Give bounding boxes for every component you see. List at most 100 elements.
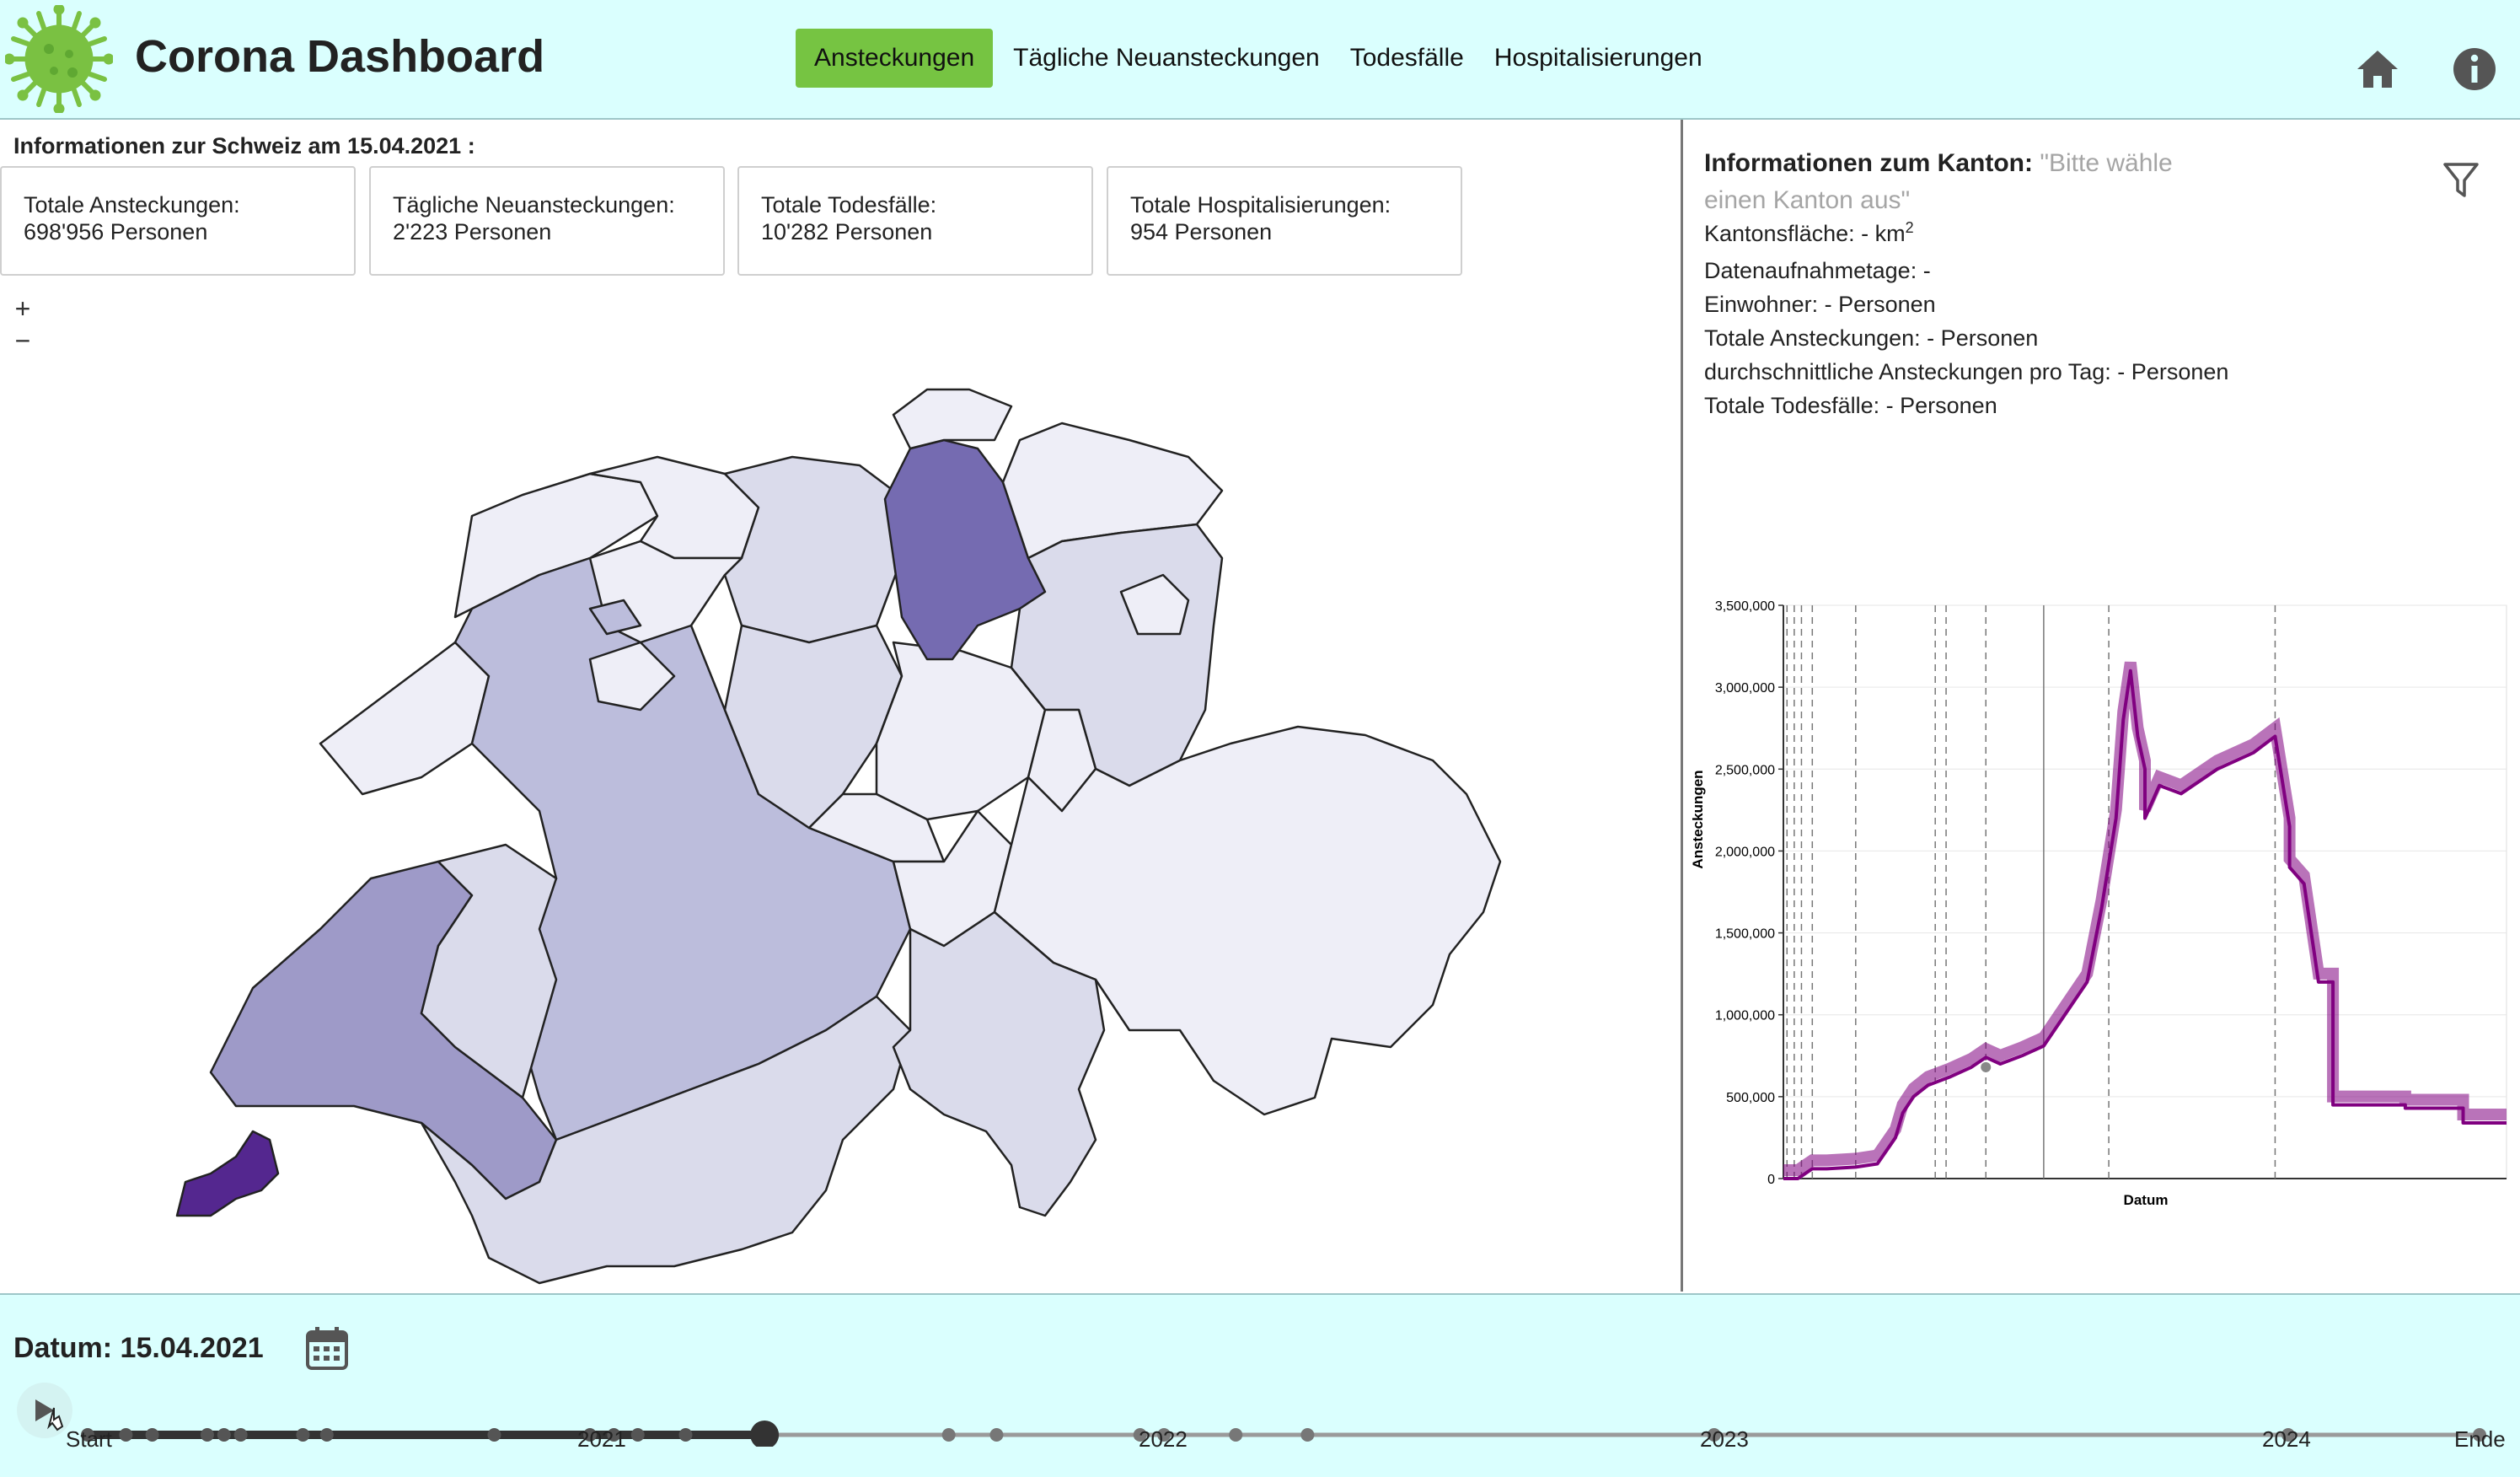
timeline-event-marker[interactable] — [319, 1428, 334, 1442]
card-label: Totale Ansteckungen: — [24, 192, 240, 218]
canton-ticino[interactable] — [892, 910, 1106, 1217]
kanton-select-hint: "Bitte wähle einen Kanton aus" — [1704, 149, 2173, 214]
timeline-event-marker[interactable] — [2473, 1428, 2486, 1442]
app-header: Corona Dashboard Ansteckungen Tägliche N… — [0, 0, 2520, 120]
timeline-event-marker[interactable] — [989, 1428, 1004, 1442]
ansteckungen-line-chart: Ansteckungen Datum 0 500,000 1,000,000 1,50… — [1690, 599, 2507, 1208]
virus-logo-icon — [5, 5, 113, 113]
canton-lucerne[interactable] — [723, 624, 903, 830]
card-taegliche-neuansteckungen: Tägliche Neuansteckungen: 2'223 Personen — [369, 166, 725, 276]
card-totale-ansteckungen: Totale Ansteckungen: 698'956 Personen — [0, 166, 356, 276]
chart-y-tick-label: 3,500,000 — [1715, 599, 1775, 614]
kanton-area-line: Kantonsfläche: - km2 — [1704, 219, 1914, 247]
canton-biel-area[interactable] — [588, 641, 676, 712]
canton-geneva[interactable] — [175, 1130, 280, 1217]
timeline-event-marker[interactable] — [296, 1428, 310, 1442]
app-title: Corona Dashboard — [135, 31, 545, 82]
timeline-event-marker[interactable] — [200, 1428, 214, 1442]
nav-todesfaelle[interactable]: Todesfälle — [1349, 44, 1464, 72]
chart-current-point — [1981, 1061, 1992, 1072]
timeline-footer: Datum: 15.04.2021 Start 2021 2022 2023 2… — [0, 1293, 2520, 1477]
canton-fribourg[interactable] — [420, 843, 558, 1099]
nav-hospitalisierungen[interactable]: Hospitalisierungen — [1493, 44, 1702, 72]
card-label: Tägliche Neuansteckungen: — [393, 192, 675, 218]
timeline-event-marker[interactable] — [1229, 1428, 1243, 1442]
canton-graubuenden[interactable] — [993, 725, 1502, 1116]
timeline-label-2024: 2024 — [2262, 1426, 2311, 1452]
kanton-heading: Informationen zum Kanton: "Bitte wähle e… — [1704, 145, 2227, 219]
chart-y-tick-label: 2,500,000 — [1715, 763, 1775, 777]
timeline-event-marker[interactable] — [217, 1428, 231, 1442]
kanton-area-unit-sup: 2 — [1905, 219, 1914, 236]
card-value: 698'956 Personen — [24, 219, 208, 244]
nav-ansteckungen[interactable]: Ansteckungen — [796, 29, 994, 88]
timeline-event-marker[interactable] — [145, 1428, 159, 1442]
chart-y-tick-label: 2,000,000 — [1715, 845, 1775, 859]
timeline-event-marker[interactable] — [1157, 1428, 1172, 1442]
canton-basel-stadt[interactable] — [588, 599, 642, 636]
chart-y-tick-label: 3,000,000 — [1715, 681, 1775, 696]
canton-neuchatel[interactable] — [319, 641, 491, 796]
canton-appenzell[interactable] — [1119, 573, 1190, 636]
timeline-label-2021: 2021 — [577, 1426, 626, 1452]
switzerland-map — [175, 388, 1502, 1285]
timeline-event-marker[interactable] — [81, 1428, 94, 1442]
timeline-label-2023: 2023 — [1700, 1426, 1749, 1452]
play-icon — [35, 1399, 64, 1431]
timeline-event-marker[interactable] — [630, 1428, 645, 1442]
card-value: 954 Personen — [1130, 219, 1273, 244]
chart-y-tick-label: 1,000,000 — [1715, 1009, 1775, 1023]
main-nav: Ansteckungen Tägliche Neuansteckungen To… — [796, 29, 1718, 88]
timeline-event-marker[interactable] — [582, 1428, 597, 1442]
timeline-event-marker[interactable] — [1300, 1428, 1315, 1442]
kanton-datenaufnahmetage: Datenaufnahmetage: - — [1704, 258, 1931, 283]
current-date-label: Datum: 15.04.2021 — [13, 1332, 264, 1364]
timeline-event-marker[interactable] — [678, 1428, 693, 1442]
timeline-slider-handle[interactable] — [750, 1421, 780, 1447]
nav-taegliche-neuansteckungen[interactable]: Tägliche Neuansteckungen — [1013, 44, 1320, 72]
kanton-einwohner: Einwohner: - Personen — [1704, 292, 1936, 317]
kanton-totale-ansteckungen: Totale Ansteckungen: - Personen — [1704, 325, 2039, 351]
timeline-event-marker[interactable] — [2281, 1428, 2295, 1442]
chart-y-axis-label: Ansteckungen — [1690, 770, 1706, 868]
card-totale-todesfaelle: Totale Todesfälle: 10'282 Personen — [737, 166, 1093, 276]
kanton-info-panel: Informationen zum Kanton: "Bitte wähle e… — [1684, 120, 2520, 1292]
canton-aargau[interactable] — [723, 455, 903, 644]
filter-icon[interactable] — [2442, 160, 2480, 201]
timeline-event-marker[interactable] — [119, 1428, 133, 1442]
timeline-event-marker[interactable] — [1133, 1428, 1147, 1442]
play-button[interactable] — [17, 1383, 72, 1438]
calendar-icon[interactable] — [305, 1325, 349, 1371]
canton-valais[interactable] — [420, 995, 912, 1285]
chart-x-axis-label: Datum — [2124, 1192, 2169, 1208]
swiss-info-title: Informationen zur Schweiz am 15.04.2021 … — [13, 133, 475, 158]
timeline-label-2022: 2022 — [1139, 1426, 1188, 1452]
timeline-event-marker[interactable] — [607, 1428, 621, 1442]
card-label: Totale Todesfälle: — [761, 192, 937, 218]
kanton-area: Kantonsfläche: - km — [1704, 221, 1906, 246]
timeline-event-marker[interactable] — [487, 1428, 501, 1442]
canton-schaffhausen[interactable] — [892, 388, 1013, 450]
timeline-label-ende: Ende — [2454, 1426, 2506, 1452]
chart-y-tick-label: 0 — [1767, 1173, 1775, 1187]
timeline-slider[interactable] — [0, 1396, 2520, 1447]
card-label: Totale Hospitalisierungen: — [1130, 192, 1391, 218]
card-value: 2'223 Personen — [393, 219, 552, 244]
home-icon[interactable] — [2354, 46, 2401, 93]
kanton-durchschnitt-pro-tag: durchschnittliche Ansteckungen pro Tag: … — [1704, 359, 2229, 384]
chart-y-tick-label: 1,500,000 — [1715, 927, 1775, 942]
card-value: 10'282 Personen — [761, 219, 933, 244]
card-totale-hospitalisierungen: Totale Hospitalisierungen: 954 Personen — [1107, 166, 1462, 276]
chart-series-band — [1783, 661, 2507, 1176]
kanton-heading-label: Informationen zum Kanton: — [1704, 149, 2033, 177]
timeline-label-start: Start — [66, 1426, 112, 1452]
zoom-out-button[interactable]: − — [14, 325, 31, 356]
chart-y-tick-label: 500,000 — [1726, 1091, 1775, 1105]
timeline-event-marker[interactable] — [1707, 1428, 1721, 1442]
timeline-event-marker[interactable] — [233, 1428, 248, 1442]
zoom-in-button[interactable]: + — [14, 293, 31, 324]
kanton-totale-todesfaelle: Totale Todesfälle: - Personen — [1704, 393, 1997, 418]
timeline-event-marker[interactable] — [941, 1428, 956, 1442]
swiss-overview-panel: Informationen zur Schweiz am 15.04.2021 … — [0, 120, 1683, 1292]
info-icon[interactable] — [2451, 46, 2498, 93]
